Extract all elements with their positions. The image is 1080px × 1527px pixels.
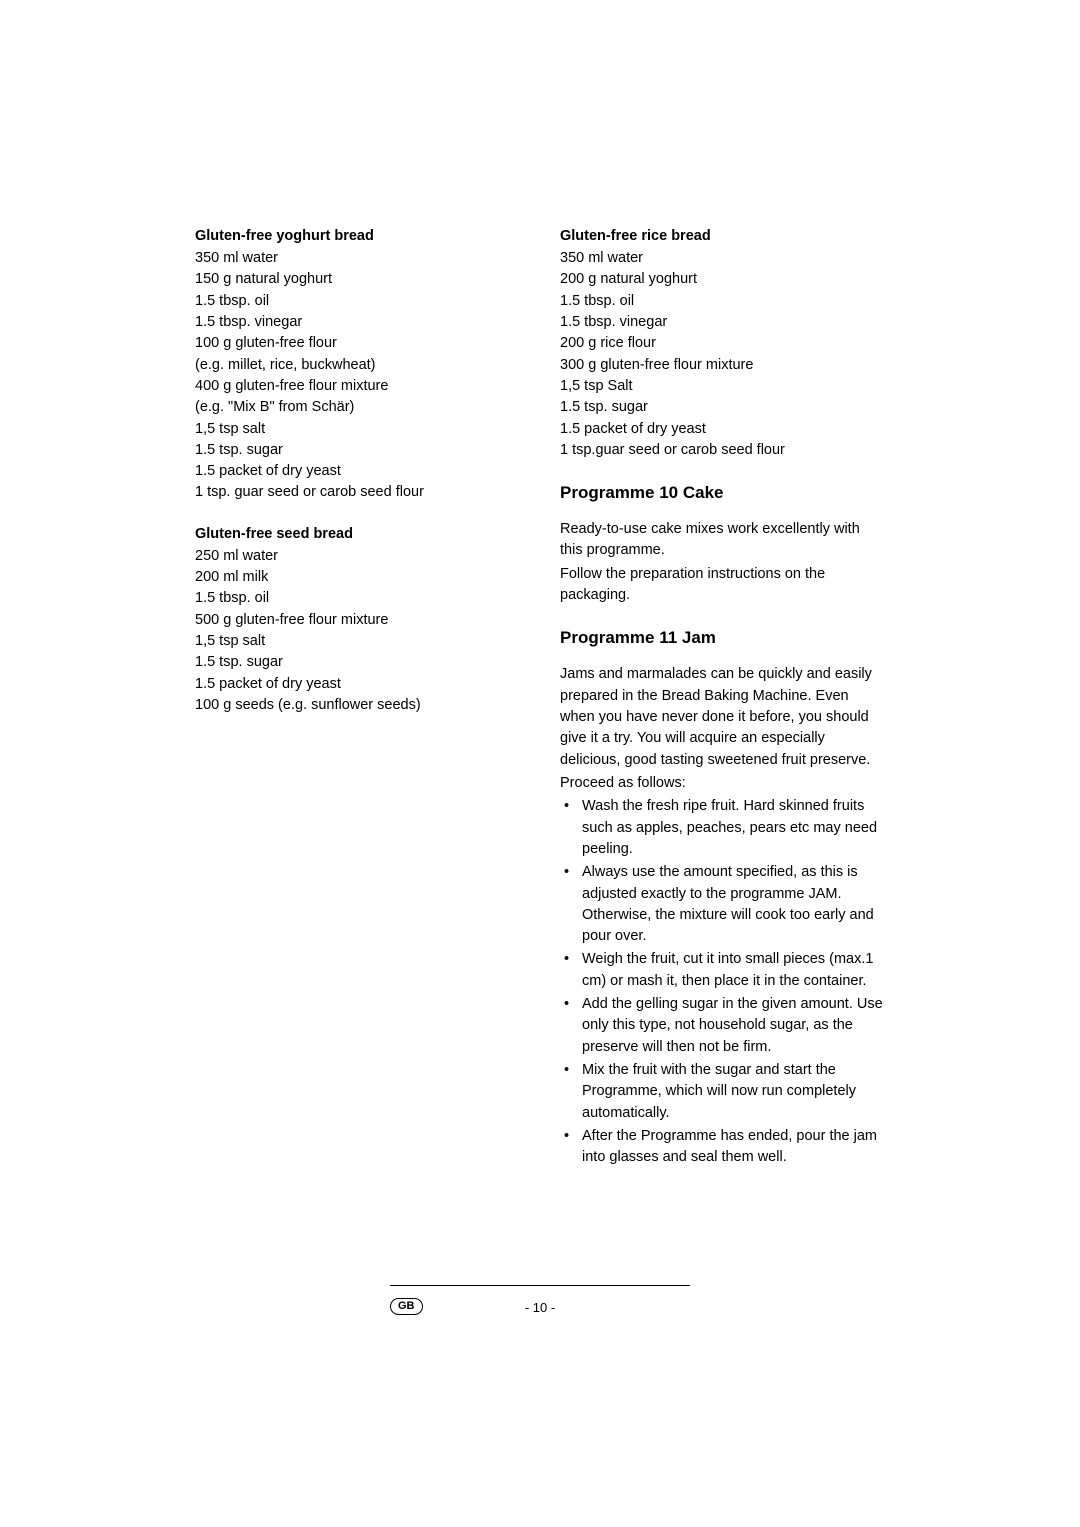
recipe-line: 1.5 tbsp. oil bbox=[195, 291, 520, 312]
list-item: Add the gelling sugar in the given amoun… bbox=[560, 994, 885, 1058]
recipe-line: 200 g rice flour bbox=[560, 333, 885, 354]
right-column: Gluten-free rice bread 350 ml water 200 … bbox=[560, 228, 885, 1171]
recipe-line: (e.g. "Mix B" from Schär) bbox=[195, 397, 520, 418]
recipe-line: 1 tsp.guar seed or carob seed flour bbox=[560, 440, 885, 461]
recipe-line: 150 g natural yoghurt bbox=[195, 269, 520, 290]
paragraph: Proceed as follows: bbox=[560, 773, 885, 794]
recipe-line: 400 g gluten-free flour mixture bbox=[195, 376, 520, 397]
recipe-line: 1.5 tsp. sugar bbox=[195, 652, 520, 673]
page-number: - 10 - bbox=[525, 1300, 555, 1315]
list-item: Weigh the fruit, cut it into small piece… bbox=[560, 949, 885, 992]
page-footer: GB - 10 - bbox=[390, 1285, 690, 1315]
list-item: Always use the amount specified, as this… bbox=[560, 862, 885, 947]
recipe-line: 1.5 packet of dry yeast bbox=[560, 419, 885, 440]
list-item: Mix the fruit with the sugar and start t… bbox=[560, 1060, 885, 1124]
list-item: Wash the fresh ripe fruit. Hard skinned … bbox=[560, 796, 885, 860]
recipe-line: 1.5 packet of dry yeast bbox=[195, 461, 520, 482]
paragraph: Jams and marmalades can be quickly and e… bbox=[560, 664, 885, 771]
recipe-line: 250 ml water bbox=[195, 546, 520, 567]
recipe-line: 350 ml water bbox=[195, 248, 520, 269]
recipe-line: 200 g natural yoghurt bbox=[560, 269, 885, 290]
recipe-line: 1.5 packet of dry yeast bbox=[195, 674, 520, 695]
locale-badge: GB bbox=[390, 1298, 423, 1315]
list-item: After the Programme has ended, pour the … bbox=[560, 1126, 885, 1169]
paragraph: Follow the preparation instructions on t… bbox=[560, 564, 885, 607]
programme-11-heading: Programme 11 Jam bbox=[560, 628, 885, 648]
bullet-list: Wash the fresh ripe fruit. Hard skinned … bbox=[560, 796, 885, 1168]
recipe-line: 500 g gluten-free flour mixture bbox=[195, 610, 520, 631]
recipe-line: (e.g. millet, rice, buckwheat) bbox=[195, 355, 520, 376]
recipe-line: 1.5 tbsp. vinegar bbox=[560, 312, 885, 333]
recipe-line: 1,5 tsp Salt bbox=[560, 376, 885, 397]
recipe-title: Gluten-free rice bread bbox=[560, 228, 885, 244]
recipe-rice-bread: Gluten-free rice bread 350 ml water 200 … bbox=[560, 228, 885, 461]
recipe-line: 100 g seeds (e.g. sunflower seeds) bbox=[195, 695, 520, 716]
recipe-line: 300 g gluten-free flour mixture bbox=[560, 355, 885, 376]
recipe-line: 1.5 tbsp. vinegar bbox=[195, 312, 520, 333]
recipe-line: 1.5 tsp. sugar bbox=[560, 397, 885, 418]
recipe-line: 1,5 tsp salt bbox=[195, 631, 520, 652]
programme-10-heading: Programme 10 Cake bbox=[560, 483, 885, 503]
recipe-line: 100 g gluten-free flour bbox=[195, 333, 520, 354]
recipe-yoghurt-bread: Gluten-free yoghurt bread 350 ml water 1… bbox=[195, 228, 520, 504]
recipe-seed-bread: Gluten-free seed bread 250 ml water 200 … bbox=[195, 526, 520, 717]
content-columns: Gluten-free yoghurt bread 350 ml water 1… bbox=[195, 228, 885, 1171]
recipe-line: 350 ml water bbox=[560, 248, 885, 269]
recipe-line: 1.5 tbsp. oil bbox=[560, 291, 885, 312]
recipe-line: 1,5 tsp salt bbox=[195, 419, 520, 440]
left-column: Gluten-free yoghurt bread 350 ml water 1… bbox=[195, 228, 520, 1171]
recipe-line: 1.5 tsp. sugar bbox=[195, 440, 520, 461]
recipe-line: 1.5 tbsp. oil bbox=[195, 588, 520, 609]
recipe-line: 1 tsp. guar seed or carob seed flour bbox=[195, 482, 520, 503]
recipe-line: 200 ml milk bbox=[195, 567, 520, 588]
paragraph: Ready-to-use cake mixes work excellently… bbox=[560, 519, 885, 562]
recipe-title: Gluten-free seed bread bbox=[195, 526, 520, 542]
recipe-title: Gluten-free yoghurt bread bbox=[195, 228, 520, 244]
